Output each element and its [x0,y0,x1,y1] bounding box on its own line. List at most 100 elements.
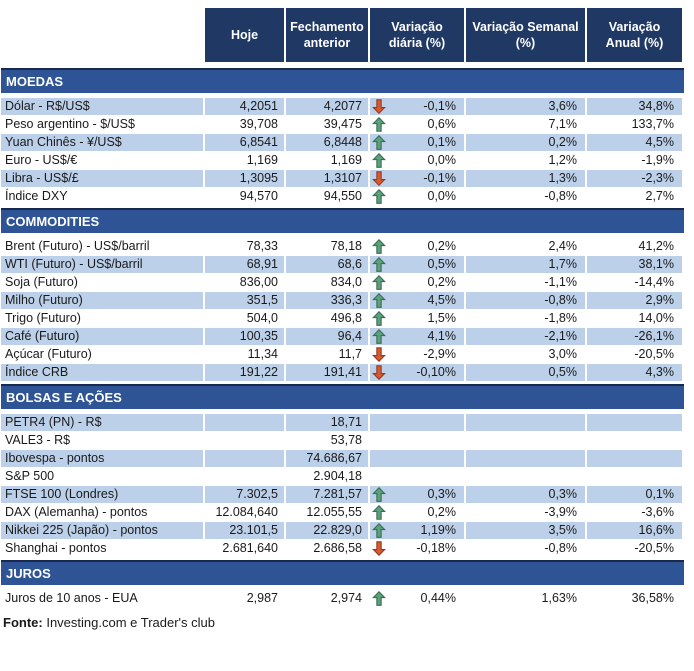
fechamento-anterior-value: 78,18 [284,238,368,255]
hoje-value: 2,987 [203,590,284,607]
arrow-up-icon [372,117,386,132]
fechamento-anterior-value: 53,78 [284,432,368,449]
variacao-diaria-value: -0,10% [416,365,456,379]
section-band: BOLSAS E AÇÕES [1,384,684,409]
variacao-anual-value [585,414,682,431]
table-row: VALE3 - R$ 53,78 [1,432,683,450]
hoje-value: 4,2051 [203,98,284,115]
arrow-up-icon [372,189,386,204]
row-label: Juros de 10 anos - EUA [5,591,138,605]
table-row: DAX (Alemanha) - pontos 12.084,640 12.055,… [1,504,683,522]
variacao-diaria-value: 4,5% [427,293,457,307]
market-report-table: Hoje Fechamento anterior Variação diária… [1,8,684,630]
variacao-diaria-value: 1,5% [427,311,457,325]
table-row: Euro - US$/€ 1,169 1,169 0,0% 1,2% -1,9% [1,152,683,170]
variacao-anual-value: -20,5% [585,540,682,557]
variacao-anual-value [585,432,682,449]
row-label: Dólar - R$/US$ [1,98,203,115]
hoje-value: 191,22 [203,364,284,381]
row-label: Índice DXY [5,189,68,203]
arrow-down-icon [372,365,386,380]
table-row: Soja (Futuro) 836,00 834,0 0,2% -1,1% -14,4% [1,274,683,292]
arrow-up-icon [372,329,386,344]
hoje-value: 94,570 [203,188,284,205]
row-label: Yuan Chinês - ¥/US$ [1,134,203,151]
variacao-diaria-value: 1,19% [420,523,456,537]
hoje-value: 12.084,640 [203,504,284,521]
variacao-anual-value [585,468,682,485]
arrow-up-icon [372,311,386,326]
row-label: VALE3 - R$ [5,433,71,447]
variacao-diaria-cell: 0,44% [368,590,464,607]
fechamento-anterior-value: 2.904,18 [284,468,368,485]
arrow-up-icon [372,257,386,272]
variacao-semanal-value: 0,2% [464,134,585,151]
variacao-semanal-value: 7,1% [464,116,585,133]
hoje-value: 836,00 [203,274,284,291]
fechamento-anterior-value: 74.686,67 [284,450,368,467]
variacao-anual-value: -3,6% [585,504,682,521]
column-header-variacao-semanal: Variação Semanal (%) [464,8,585,62]
variacao-anual-value: 0,1% [585,486,682,503]
row-label: Milho (Futuro) [1,292,203,309]
fechamento-anterior-value: 1,3107 [284,170,368,187]
row-label: Peso argentino - $/US$ [5,117,135,131]
variacao-anual-value: 34,8% [585,98,682,115]
table-row: Brent (Futuro) - US$/barril 78,33 78,18 0,2… [1,238,683,256]
fechamento-anterior-value: 4,2077 [284,98,368,115]
row-label: Ibovespa - pontos [1,450,203,467]
row-label: WTI (Futuro) - US$/barril [1,256,203,273]
arrow-up-icon [372,523,386,538]
hoje-value: 6,8541 [203,134,284,151]
section-band: MOEDAS [1,68,684,93]
fechamento-anterior-value: 96,4 [284,328,368,345]
variacao-semanal-value: -1,1% [464,274,585,291]
arrow-down-icon [372,99,386,114]
table-row: S&P 500 2.904,18 [1,468,683,486]
variacao-anual-value: 38,1% [585,256,682,273]
variacao-semanal-value: 1,63% [464,590,585,607]
variacao-diaria-cell: 1,5% [368,310,464,327]
row-label: PETR4 (PN) - R$ [1,414,203,431]
row-label: FTSE 100 (Londres) [1,486,203,503]
variacao-anual-value: 4,5% [585,134,682,151]
source-text: Investing.com e Trader's club [42,615,216,630]
variacao-diaria-cell: 0,2% [368,238,464,255]
table-row: Ibovespa - pontos 74.686,67 [1,450,683,468]
fechamento-anterior-value: 68,6 [284,256,368,273]
variacao-anual-value: -2,3% [585,170,682,187]
arrow-down-icon [372,347,386,362]
table-header: Hoje Fechamento anterior Variação diária… [1,8,683,62]
hoje-value: 2.681,640 [203,540,284,557]
variacao-anual-value: -20,5% [585,346,682,363]
variacao-semanal-value: 1,2% [464,152,585,169]
arrow-up-icon [372,505,386,520]
row-label: Soja (Futuro) [5,275,78,289]
variacao-semanal-value: -1,8% [464,310,585,327]
variacao-semanal-value: 3,6% [464,98,585,115]
table-row: Café (Futuro) 100,35 96,4 4,1% -2,1% -26,1% [1,328,683,346]
variacao-diaria-cell: 0,1% [368,134,464,151]
table-row: Índice CRB 191,22 191,41 -0,10% 0,5% 4,3% [1,364,683,382]
column-header-variacao-diaria: Variação diária (%) [368,8,464,62]
variacao-semanal-value: 1,3% [464,170,585,187]
variacao-semanal-value: 3,5% [464,522,585,539]
variacao-diaria-cell: -0,10% [368,364,464,381]
fechamento-anterior-value: 22.829,0 [284,522,368,539]
row-label: Nikkei 225 (Japão) - pontos [1,522,203,539]
section-band: COMMODITIES [1,208,684,233]
table-row: Nikkei 225 (Japão) - pontos 23.101,5 22.82… [1,522,683,540]
variacao-diaria-cell: 0,2% [368,274,464,291]
variacao-anual-value: -26,1% [585,328,682,345]
variacao-diaria-cell: 0,5% [368,256,464,273]
table-row: Shanghai - pontos 2.681,640 2.686,58 -0,18%… [1,540,683,558]
fechamento-anterior-value: 12.055,55 [284,504,368,521]
table-row: FTSE 100 (Londres) 7.302,5 7.281,57 0,3% 0,3… [1,486,683,504]
arrow-up-icon [372,135,386,150]
hoje-value: 504,0 [203,310,284,327]
variacao-diaria-value: 0,2% [427,239,457,253]
table-row: Índice DXY 94,570 94,550 0,0% -0,8% 2,7% [1,188,683,206]
variacao-diaria-cell: 1,19% [368,522,464,539]
fechamento-anterior-value: 496,8 [284,310,368,327]
hoje-value: 351,5 [203,292,284,309]
